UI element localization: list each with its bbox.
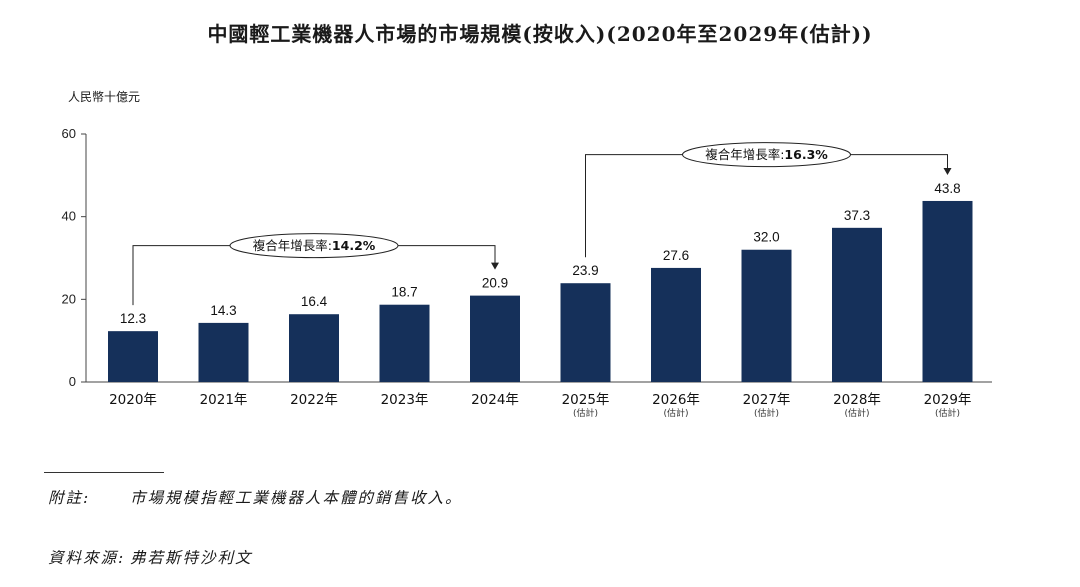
bar: [289, 314, 339, 382]
bar-value-label: 14.3: [210, 303, 236, 318]
source-note: 資料來源: 弗若斯特沙利文: [48, 546, 253, 568]
bar-value-label: 43.8: [934, 181, 960, 196]
x-tick-label: 2028年: [833, 392, 881, 408]
x-tick-label: 2021年: [200, 392, 248, 408]
bar-value-label: 37.3: [844, 208, 870, 223]
x-tick-sublabel: (估計): [754, 407, 779, 419]
bar-value-label: 12.3: [120, 311, 146, 326]
footnote-divider: [44, 472, 164, 473]
x-tick-sublabel: (估計): [663, 407, 688, 419]
cagr-value: 16.3%: [784, 147, 828, 162]
y-tick-label: 40: [62, 209, 76, 224]
x-tick-label: 2026年: [652, 392, 700, 408]
y-tick-label: 20: [62, 291, 76, 306]
y-tick-label: 0: [69, 374, 76, 389]
bar: [108, 331, 158, 382]
y-tick-label: 60: [62, 126, 76, 141]
cagr-value: 14.2%: [332, 238, 376, 253]
cagr-badge: [682, 142, 851, 168]
bar-chart: 0 20 40 60 12.3 2020年 14.3 2021年 16.4 2022年 18.7 20…: [62, 126, 992, 419]
bar: [379, 304, 430, 382]
bar: [922, 200, 973, 382]
x-tick-sublabel: (估計): [844, 407, 869, 419]
x-tick-label: 2024年: [471, 392, 519, 408]
footnote-text: 市場規模指輕工業機器人本體的銷售收入。: [130, 489, 463, 507]
bar-value-label: 32.0: [753, 230, 779, 245]
chart-title: 中國輕工業機器人市場的市場規模(按收入)(2020年至2029年(估計)): [207, 22, 873, 46]
cagr-arrow-head: [491, 262, 499, 270]
source-label: 資料來源:: [48, 549, 126, 567]
x-tick-label: 2029年: [924, 392, 972, 408]
x-tick-label: 2027年: [743, 392, 791, 408]
x-tick-sublabel: (估計): [935, 407, 960, 419]
cagr-label-text: 複合年增長率:: [253, 238, 332, 253]
bar: [832, 227, 882, 382]
cagr-arrow-head: [943, 167, 952, 175]
cagr-label: 複合年增長率:14.2%: [253, 238, 376, 253]
bar-value-label: 18.7: [391, 285, 417, 300]
cagr-label: 複合年增長率:16.3%: [705, 147, 828, 162]
bar-value-label: 23.9: [572, 263, 598, 278]
cagr-badge: [229, 233, 399, 259]
x-tick-label: 2022年: [290, 392, 338, 408]
bar: [470, 295, 520, 382]
cagr-label-text: 複合年增長率:: [705, 147, 784, 162]
bar-value-label: 16.4: [301, 294, 328, 309]
x-tick-label: 2025年: [562, 392, 610, 408]
footnote: 附註: 市場規模指輕工業機器人本體的銷售收入。: [48, 486, 463, 508]
x-tick-sublabel: (估計): [573, 407, 598, 419]
source-text: 弗若斯特沙利文: [130, 549, 253, 567]
y-axis-unit-label: 人民幣十億元: [68, 90, 141, 104]
bar: [741, 249, 792, 382]
bar-value-label: 20.9: [482, 276, 508, 291]
footnote-label: 附註:: [48, 489, 91, 507]
x-tick-label: 2023年: [381, 392, 429, 408]
x-tick-label: 2020年: [109, 392, 157, 408]
bar-value-label: 27.6: [663, 248, 689, 263]
bar: [198, 322, 249, 382]
bar: [651, 267, 701, 382]
bar: [560, 283, 611, 382]
